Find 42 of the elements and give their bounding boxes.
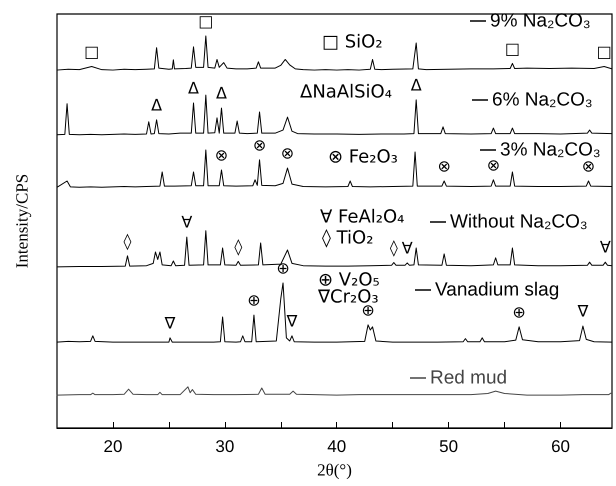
annotation: ⊕ [276,258,290,278]
annotation: ⊗ [252,135,266,154]
y-axis-title: Intensity/CPS [12,174,32,268]
annotation: ∇ [164,313,176,332]
annotation: ∀ [402,238,413,258]
annotation: ⊗ [486,155,500,174]
annotation: ∀ [600,238,611,257]
annotation: ΔNaAlSiO₄ [300,82,392,102]
annotation: ◊ [390,238,398,258]
annotation: ⊗ [214,146,228,165]
annotation: □ [596,42,612,62]
annotation: □ SiO₂ [322,32,383,52]
annotation: □ [84,42,100,62]
annotation: ◊ [124,231,132,250]
annotation: ⊕ V₂O₅ [318,270,380,290]
annotation: Δ [216,84,228,103]
x-tick-label: 20 [103,437,122,456]
annotation: ◊ TiO₂ [322,228,374,248]
legend-label: Without Na₂CO₃ [450,212,588,232]
annotation: ∇ [576,302,589,321]
annotation: Δ [188,78,200,98]
annotation: □ [198,11,214,30]
legend-label: 6% Na₂CO₃ [492,90,593,110]
x-axis-title: 2θ(°) [317,460,352,480]
annotation: ∀ FeAl₂O₄ [320,206,404,228]
annotation: ∀ [181,212,192,232]
annotation: ∇ [286,311,298,330]
annotation: ⊕ [512,302,526,322]
annotation: ⊗ [280,144,294,163]
x-tick-label: 30 [215,437,234,456]
legend-label: Vanadium slag [435,280,560,300]
x-tick-label: 40 [327,437,346,456]
annotation: Δ [410,75,422,94]
legend-label: Red mud [430,368,508,388]
annotation: ◊ [234,236,242,256]
annotation: Δ [151,95,162,114]
x-tick-label: 60 [551,437,570,456]
annotation: ⊕ [247,290,261,310]
x-tick-label: 50 [439,437,458,456]
annotation: □ [504,38,520,58]
annotation: ⊗ [437,156,451,176]
annotation: ⊗ Fe₂O₃ [328,146,398,168]
